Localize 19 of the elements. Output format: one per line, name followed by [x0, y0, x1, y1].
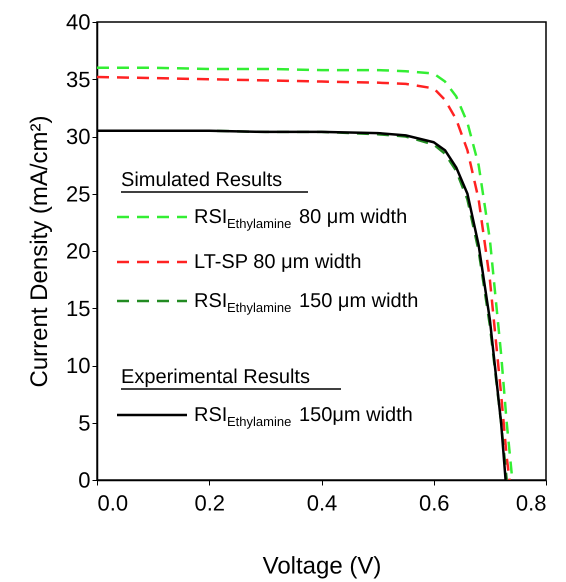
y-axis-title: Current Density (mA/cm²) — [26, 115, 54, 388]
y-tick-label: 40 — [66, 10, 90, 34]
y-tick-label: 30 — [66, 124, 90, 149]
x-tick-label: 0.8 — [516, 490, 546, 516]
x-tick-label: 0.6 — [418, 490, 450, 516]
x-tick-label: 0.4 — [306, 490, 338, 516]
y-tick-label: 20 — [66, 238, 90, 264]
y-tick-label: 35 — [66, 66, 90, 92]
y-tick-label: 10 — [66, 353, 90, 378]
annotation: Experimental Results — [121, 366, 310, 388]
annotation: Simulated Results — [121, 169, 282, 191]
y-tick-label: 0 — [78, 468, 90, 492]
y-tick-label: 15 — [66, 296, 90, 321]
y-tick-label: 5 — [78, 410, 90, 436]
x-axis-title: Voltage (V) — [262, 552, 382, 580]
legend-label: LT-SP 80 μm width — [194, 251, 362, 273]
x-tick-label: 0.0 — [98, 490, 128, 516]
y-tick-label: 25 — [66, 181, 90, 206]
x-tick-label: 0.2 — [194, 490, 226, 516]
